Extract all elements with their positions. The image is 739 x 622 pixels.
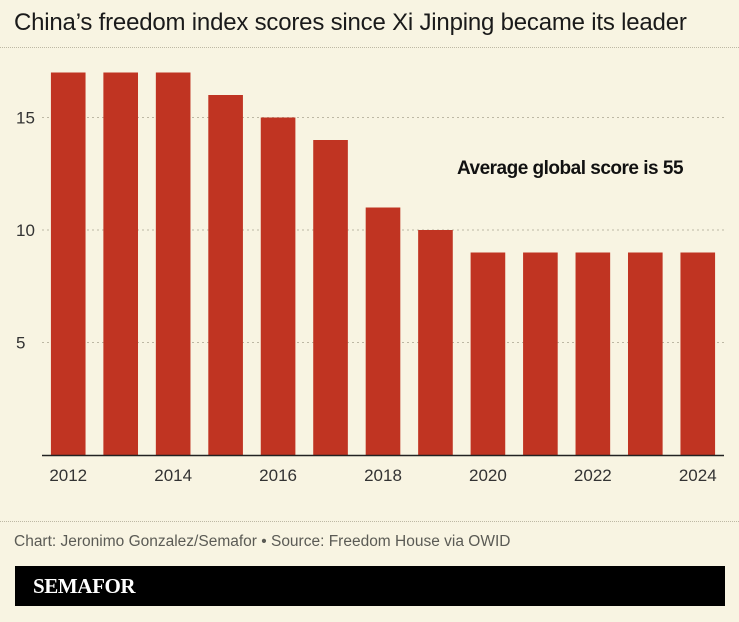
bar [575, 252, 611, 455]
x-tick-label: 2024 [679, 466, 717, 485]
x-tick-label: 2016 [259, 466, 297, 485]
x-tick-label: 2018 [364, 466, 402, 485]
semafor-logo: SEMAFOR [33, 574, 136, 598]
chart-credit: Chart: Jeronimo Gonzalez/Semafor • Sourc… [14, 533, 511, 550]
bar [155, 72, 191, 455]
bar [365, 207, 401, 455]
bar [523, 252, 558, 455]
bar [208, 95, 243, 455]
credit-divider [0, 521, 739, 522]
title-divider [0, 47, 739, 48]
bar [260, 117, 296, 455]
x-tick-label: 2022 [574, 466, 612, 485]
y-tick-label: 10 [16, 221, 35, 240]
bar [50, 72, 86, 455]
chart-title: China’s freedom index scores since Xi Ji… [14, 9, 687, 36]
x-tick-label: 2012 [49, 466, 87, 485]
bar [103, 72, 139, 455]
bar-chart: 5 10 15 2012 2014 2016 2018 2020 2022 2024 Average… [16, 72, 724, 485]
annotation-label: Average global score is 55 [457, 158, 684, 179]
brand-footer: SEMAFOR [15, 566, 725, 606]
bar [418, 230, 453, 455]
x-tick-label: 2020 [469, 466, 507, 485]
bar [680, 252, 716, 455]
y-tick-label: 15 [16, 109, 35, 128]
y-tick-label: 5 [16, 334, 25, 353]
x-tick-label: 2014 [154, 466, 192, 485]
bar [313, 140, 348, 455]
bar [470, 252, 506, 455]
bar [627, 252, 663, 455]
